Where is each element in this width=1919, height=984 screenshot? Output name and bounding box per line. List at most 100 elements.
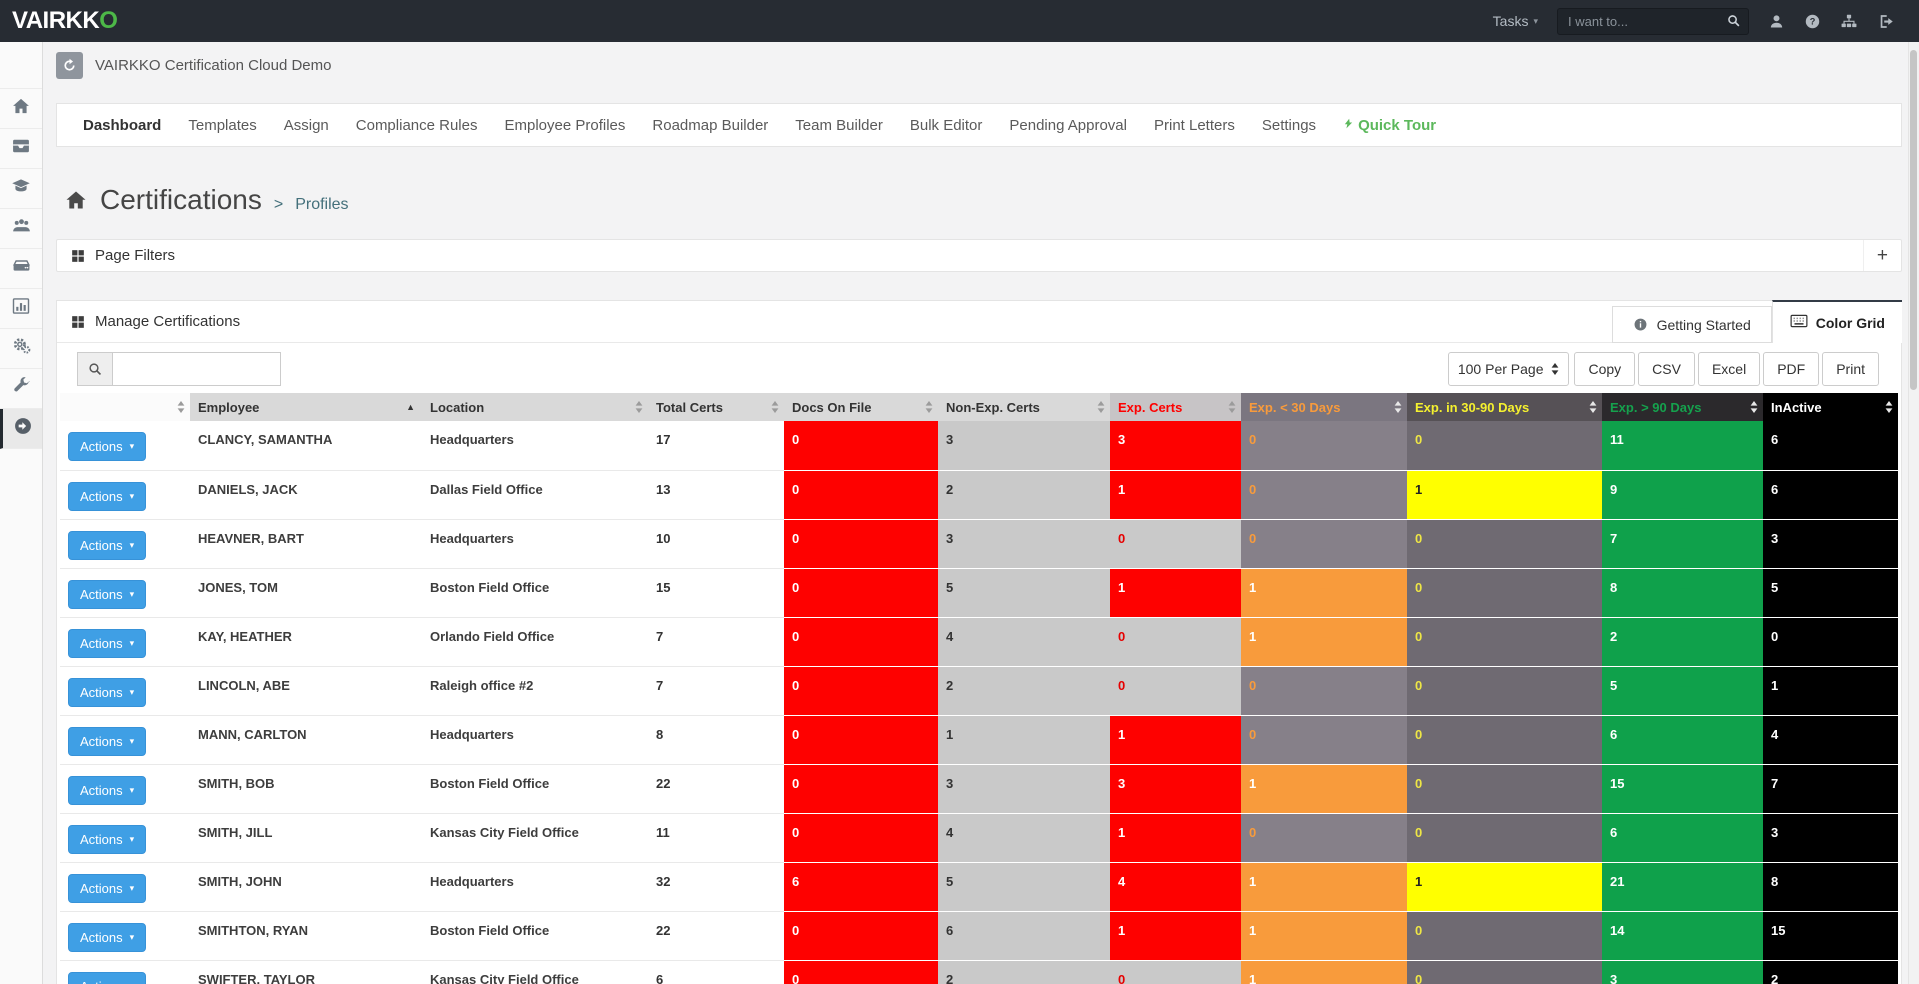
exp-gt-90-days-cell: 7 <box>1602 519 1763 569</box>
col-header-exp_30_90[interactable]: Exp. in 30-90 Days <box>1407 393 1602 421</box>
logout-icon[interactable] <box>1877 13 1895 30</box>
col-header-inactive[interactable]: InActive <box>1763 393 1898 421</box>
logo-text: VAIRKK <box>12 7 100 34</box>
breadcrumb-home-icon[interactable] <box>64 188 88 217</box>
actions-cell: Actions▾ <box>60 862 190 912</box>
exp-certs-cell: 1 <box>1110 715 1241 765</box>
actions-button[interactable]: Actions▾ <box>68 873 147 903</box>
non-exp-certs-cell: 1 <box>938 715 1110 765</box>
actions-button[interactable]: Actions▾ <box>68 481 147 511</box>
col-header-total_certs[interactable]: Total Certs <box>648 393 784 421</box>
sitemap-icon[interactable] <box>1840 13 1858 30</box>
csv-button[interactable]: CSV <box>1638 352 1695 386</box>
exp-certs-cell: 0 <box>1110 666 1241 716</box>
per-page-select[interactable]: 100 Per Page <box>1447 352 1570 386</box>
quick-tour-button[interactable]: Quick Tour <box>1343 116 1436 135</box>
tab-team-builder[interactable]: Team Builder <box>795 116 883 134</box>
tab-settings[interactable]: Settings <box>1261 116 1317 134</box>
tab-roadmap-builder[interactable]: Roadmap Builder <box>652 116 769 134</box>
actions-button[interactable]: Actions▾ <box>68 677 147 707</box>
page-scrollbar[interactable] <box>1908 42 1919 984</box>
sidebar-item-inbox[interactable] <box>0 129 42 169</box>
sidebar-item-settings[interactable] <box>0 329 42 369</box>
tab-pending-approval[interactable]: Pending Approval <box>1009 116 1127 134</box>
chevron-down-icon: ▾ <box>129 441 135 451</box>
exp-gt-90-days-cell: 11 <box>1602 421 1763 471</box>
table-search-input[interactable] <box>113 352 281 386</box>
total-certs-cell: 32 <box>648 862 784 912</box>
exp-30-90-days-cell: 1 <box>1407 862 1602 912</box>
excel-button[interactable]: Excel <box>1697 352 1761 386</box>
sidebar-item-storage[interactable] <box>0 249 42 289</box>
table-row: Actions ▾ KAY, HEATHER Orlando Field Office… <box>60 617 1898 667</box>
col-header-employee[interactable]: Employee ▲ <box>190 393 422 421</box>
docs-on-file-cell: 0 <box>784 470 938 520</box>
lightning-bolt-icon <box>1343 116 1354 135</box>
actions-button[interactable]: Actions▾ <box>68 971 147 984</box>
pdf-button[interactable]: PDF <box>1763 352 1820 386</box>
actions-button[interactable]: Actions▾ <box>68 922 147 952</box>
manage-certifications-panel: Manage Certifications Getting Started Co… <box>56 300 1902 984</box>
docs-on-file-cell: 0 <box>784 911 938 961</box>
tasks-dropdown[interactable]: Tasks ▾ <box>1493 13 1538 29</box>
tab-assign[interactable]: Assign <box>283 116 329 134</box>
user-icon[interactable] <box>1768 13 1785 30</box>
docs-on-file-cell: 0 <box>784 813 938 863</box>
search-icon[interactable] <box>1726 13 1741 33</box>
tab-employee-profiles[interactable]: Employee Profiles <box>504 116 626 134</box>
sidebar-item-go[interactable] <box>0 409 42 449</box>
copy-button[interactable]: Copy <box>1574 352 1636 386</box>
exp-30-90-days-cell: 0 <box>1407 568 1602 618</box>
tab-print-letters[interactable]: Print Letters <box>1153 116 1235 134</box>
exp-certs-cell: 1 <box>1110 568 1241 618</box>
col-header-exp_certs[interactable]: Exp. Certs <box>1110 393 1241 421</box>
col-header-exp_gt_90[interactable]: Exp. > 90 Days <box>1602 393 1763 421</box>
scrollbar-thumb[interactable] <box>1910 50 1917 390</box>
sidebar-item-tools[interactable] <box>0 369 42 409</box>
tab-bulk-editor[interactable]: Bulk Editor <box>909 116 983 134</box>
col-header-location[interactable]: Location <box>422 393 648 421</box>
global-search-input[interactable] <box>1557 7 1749 35</box>
col-header-docs_on_file[interactable]: Docs On File <box>784 393 938 421</box>
refresh-icon[interactable] <box>56 52 83 79</box>
table-row: Actions ▾ DANIELS, JACK Dallas Field Office… <box>60 470 1898 520</box>
actions-button[interactable]: Actions▾ <box>68 775 147 805</box>
expand-plus-icon[interactable]: + <box>1862 240 1901 271</box>
location-cell: Raleigh office #2 <box>422 666 648 716</box>
tab-compliance-rules[interactable]: Compliance Rules <box>355 116 478 134</box>
chevron-down-icon: ▾ <box>129 784 135 795</box>
employee-cell: KAY, HEATHER <box>190 617 422 667</box>
actions-button[interactable]: Actions▾ <box>68 824 147 854</box>
sort-icon <box>771 401 779 413</box>
vairkko-logo[interactable]: VAIRKKO <box>12 7 118 35</box>
color-grid-tab[interactable]: Color Grid <box>1771 300 1902 343</box>
sidebar-item-reports[interactable] <box>0 289 42 329</box>
col-header-actions[interactable] <box>60 393 190 421</box>
help-icon[interactable]: ? <box>1804 13 1821 30</box>
total-certs-cell: 15 <box>648 568 784 618</box>
sidebar-item-team[interactable] <box>0 209 42 249</box>
actions-button[interactable]: Actions▾ <box>68 628 147 658</box>
tab-dashboard[interactable]: Dashboard <box>83 116 162 134</box>
exp-lt-30-days-cell: 0 <box>1241 421 1407 471</box>
getting-started-label: Getting Started <box>1656 316 1751 333</box>
inactive-cell: 15 <box>1763 911 1898 961</box>
exp-30-90-days-cell: 0 <box>1407 715 1602 765</box>
col-header-exp_lt_30[interactable]: Exp. < 30 Days <box>1241 393 1407 421</box>
sidebar-item-education[interactable] <box>0 169 42 209</box>
exp-gt-90-days-cell: 9 <box>1602 470 1763 520</box>
actions-button[interactable]: Actions▾ <box>68 432 147 461</box>
actions-button[interactable]: Actions▾ <box>68 579 147 609</box>
print-button[interactable]: Print <box>1822 352 1879 386</box>
actions-button[interactable]: Actions▾ <box>68 530 147 560</box>
chevron-down-icon: ▾ <box>129 686 135 697</box>
col-header-non_exp_certs[interactable]: Non-Exp. Certs <box>938 393 1110 421</box>
tab-templates[interactable]: Templates <box>188 116 257 134</box>
per-page-label: 100 Per Page <box>1457 361 1544 377</box>
table-header-row: Employee ▲ Location Total Certs Docs On File… <box>60 393 1898 421</box>
non-exp-certs-cell: 2 <box>938 666 1110 716</box>
sidebar-item-home[interactable] <box>0 89 42 129</box>
getting-started-tab[interactable]: Getting Started <box>1611 306 1772 343</box>
inactive-cell: 4 <box>1763 715 1898 765</box>
actions-button[interactable]: Actions▾ <box>68 726 147 756</box>
